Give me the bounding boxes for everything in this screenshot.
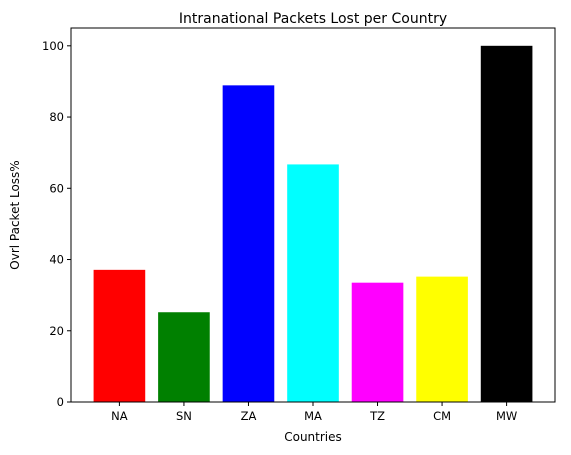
x-ticks-group: NA SN ZA MA TZ CM MW — [111, 402, 517, 423]
chart-title: Intranational Packets Lost per Country — [179, 11, 447, 27]
y-tick-label: 80 — [49, 110, 64, 124]
x-tick-label: NA — [111, 409, 128, 423]
y-ticks-group: 0 20 40 60 80 100 — [42, 39, 71, 409]
x-tick-label: SN — [176, 409, 192, 423]
x-tick-label: MW — [496, 409, 517, 423]
plot-frame — [70, 27, 556, 403]
bar-tz — [351, 282, 404, 402]
bar-mw — [480, 45, 533, 403]
bar-za — [222, 85, 275, 402]
y-tick-label: 100 — [42, 39, 64, 53]
x-axis-label: Countries — [284, 430, 342, 444]
bar-ma — [287, 164, 339, 402]
bar-sn — [158, 312, 210, 402]
y-tick-label: 60 — [49, 181, 64, 195]
y-tick-label: 0 — [57, 395, 64, 409]
y-axis-label: Ovrl Packet Loss% — [8, 160, 22, 269]
bar-na — [93, 269, 146, 402]
x-tick-label: ZA — [241, 409, 257, 423]
x-tick-label: CM — [433, 409, 451, 423]
x-tick-label: MA — [304, 409, 322, 423]
y-tick-label: 20 — [49, 324, 64, 338]
y-tick-label: 40 — [49, 253, 64, 267]
x-tick-label: TZ — [369, 409, 385, 423]
bar-cm — [416, 276, 468, 402]
bars-group — [93, 45, 533, 403]
